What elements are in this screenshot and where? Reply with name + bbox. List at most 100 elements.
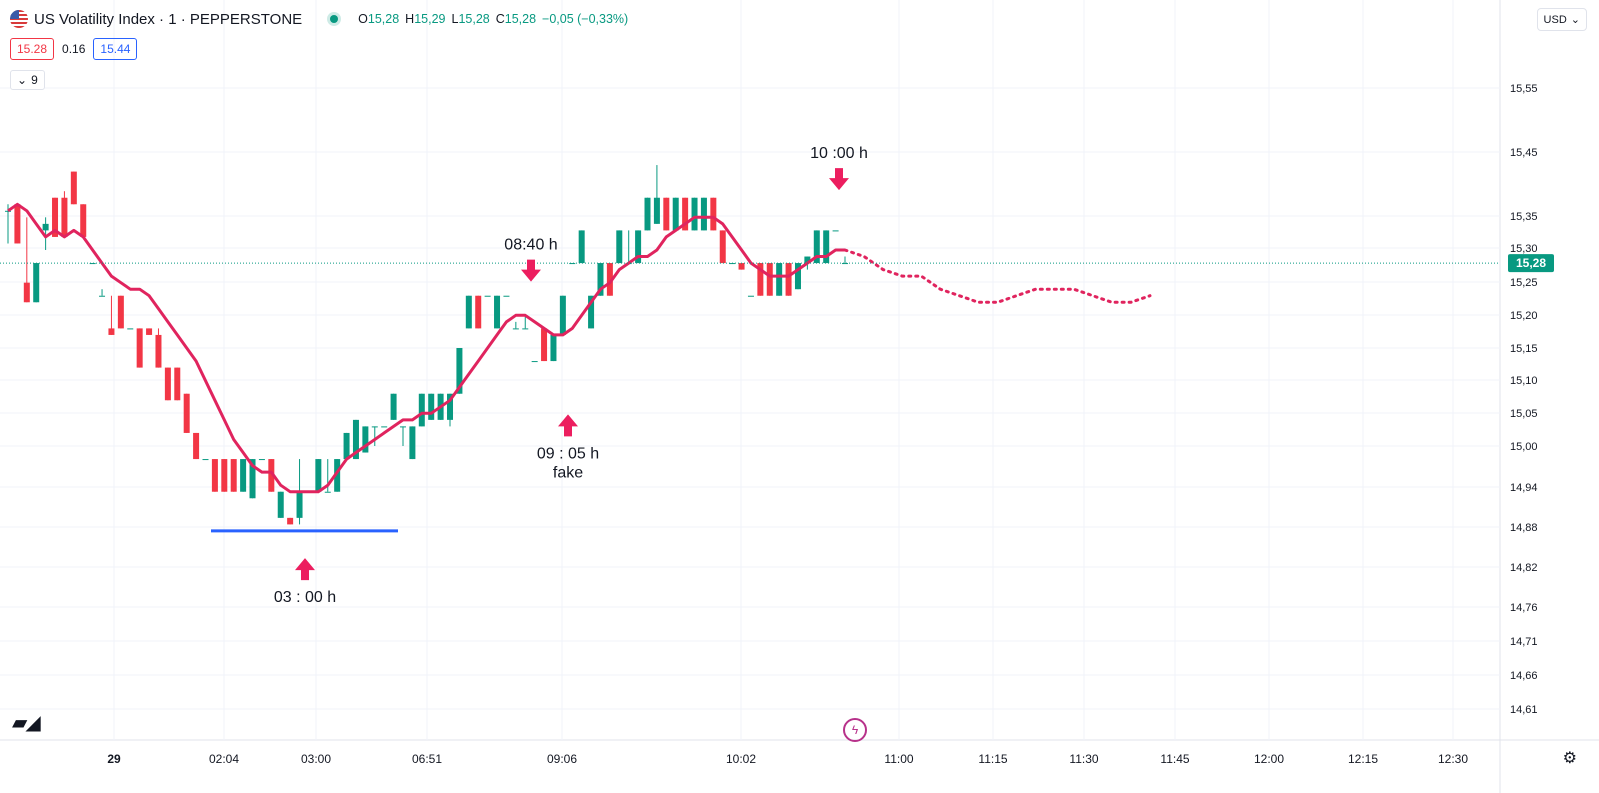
candle-body [211,459,218,492]
candle-body [202,459,209,461]
candle-body [550,334,557,362]
x-tick-label: 09:06 [547,752,577,766]
candle-body [14,204,21,244]
candle-body [747,295,754,297]
candle-body [531,361,538,363]
projection-line [843,248,1152,304]
candle-body [164,367,171,401]
x-tick-label: 10:02 [726,752,756,766]
candle-body [522,328,529,330]
candle-body [738,263,745,270]
symbol-title[interactable]: US Volatility Index · 1 · PEPPERSTONE [34,10,303,28]
candle-body [616,230,623,264]
y-tick-label: 14,71 [1510,636,1538,648]
candle-body [108,328,115,335]
arrow-up-icon [558,414,578,437]
candle-body [503,295,510,297]
y-tick-label: 15,25 [1510,277,1538,289]
candle-body [700,197,707,231]
y-tick-label: 15,35 [1510,211,1538,223]
y-tick-label: 15,10 [1510,375,1538,387]
candle-body [343,432,350,460]
change-value: −0,05 (−0,33%) [542,12,629,26]
chevron-down-icon: ⌄ [17,73,28,87]
candle-body [512,328,519,330]
candle-body [381,426,388,428]
candle-body [578,230,585,264]
buy-button[interactable]: 15.44 [93,38,138,60]
candle-body [221,459,228,492]
candle-body [823,230,830,264]
spread-value: 0.16 [62,42,86,56]
annotation-label: 03 : 00 h [274,589,336,606]
ohlc-values: O15,28 H15,29 L15,28 C15,28 −0,05 (−0,33… [358,12,629,26]
candle-body [465,295,472,329]
candle-body [258,459,265,461]
settings-gear-icon[interactable]: ⚙ [1562,750,1577,767]
candle-body [409,426,416,460]
x-tick-label: 12:15 [1348,752,1378,766]
candle-body [362,426,369,453]
candle-body [494,295,501,329]
candle-body [456,348,463,394]
candle-body [33,263,40,303]
moving-average-line [7,202,845,494]
candle-body [61,197,68,237]
x-tick-label: 29 [107,752,121,766]
y-tick-label: 14,61 [1510,704,1538,716]
candle-body [597,263,604,296]
candle-body [277,491,284,518]
indicators-toggle[interactable]: ⌄ 9 [10,70,45,90]
tradingview-logo-icon[interactable]: ▰◢ [12,710,41,734]
symbol-header: US Volatility Index · 1 · PEPPERSTONE O1… [10,10,628,28]
candle-body [146,328,153,335]
x-tick-label: 11:45 [1160,752,1189,766]
y-tick-label: 15,00 [1510,441,1538,453]
candle-body [785,263,792,296]
candle-body [23,282,30,303]
candle-body [99,295,106,297]
lightning-icon[interactable]: ϟ [843,718,867,742]
candle-body [653,197,660,224]
candle-body [719,230,726,264]
x-tick-label: 11:00 [884,752,913,766]
currency-selector[interactable]: USD ⌄ [1536,8,1587,31]
candle-body [390,393,397,420]
candle-body [352,419,359,460]
candle-body [334,459,341,492]
candle-body [569,263,576,265]
last-price-label: 15,28 [1516,256,1546,270]
candle-body [710,197,717,231]
sell-button[interactable]: 15.28 [10,38,55,60]
y-tick-label: 14,88 [1510,522,1538,534]
candle-body [663,197,670,231]
y-tick-label: 15,45 [1510,147,1538,159]
x-tick-label: 06:51 [412,752,442,766]
annotation-label: 09 : 05 h [537,445,599,462]
candle-body [268,459,275,492]
candle-body [89,263,96,265]
candle-body [428,393,435,420]
candle-body [127,328,134,330]
candle-body [776,263,783,296]
candle-body [70,171,77,205]
candle-body [52,197,59,237]
candle-body [757,263,764,296]
candle-body [249,459,256,499]
x-tick-label: 12:30 [1438,752,1468,766]
y-tick-label: 15,05 [1510,408,1538,420]
indicator-count: 9 [31,73,38,87]
candle-body [813,230,820,264]
candle-body [447,393,454,420]
candle-body [80,204,87,237]
candle-body [559,295,566,335]
annotation-sublabel: fake [553,464,583,481]
candle-body [766,263,773,296]
candle-body [315,459,322,492]
candle-body [804,256,811,264]
candle-body [606,263,613,296]
y-tick-label: 14,94 [1510,482,1538,494]
candle-body [324,491,331,493]
arrow-down-icon [521,259,541,282]
